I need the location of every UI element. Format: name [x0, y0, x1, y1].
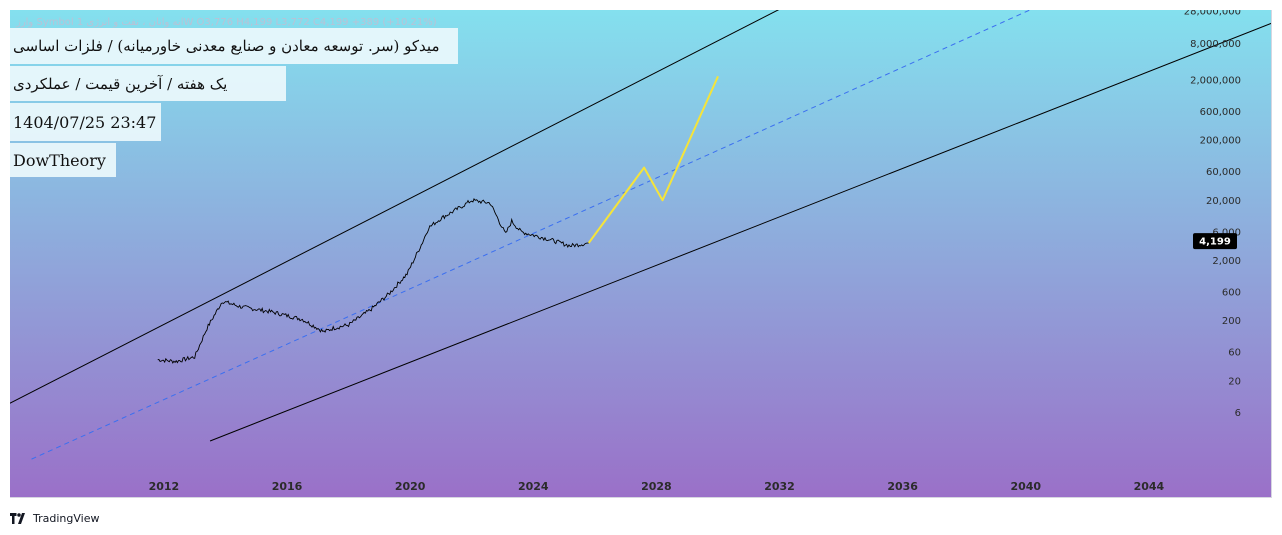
- price-axis-tick-label: 60: [1228, 348, 1241, 359]
- current-price-tag-label: 4,199: [1199, 237, 1231, 248]
- author-label: DowTheory: [10, 143, 116, 177]
- date-label: 1404/07/25 23:47: [10, 103, 161, 141]
- price-axis-tick-label: 28,000,000: [1184, 10, 1241, 18]
- time-axis-tick-label: 2028: [641, 480, 672, 493]
- channel-upper-line: [10, 10, 780, 404]
- chart-area[interactable]: 28,000,000 8,000,000 2,000,000 600,000 200,0…: [10, 10, 1272, 498]
- ohlc-legend: ﻭﺍﺭﺯ Symbol ﺍﻧﻪ ﻭﺍﻧﺎﻥ ، ﻧﻔﺖ و ﺍﻧﺮﮊﯼ 1W O…: [16, 17, 437, 28]
- price-axis-tick-label: 6,000: [1212, 227, 1241, 238]
- time-axis-tick-label: 2040: [1010, 480, 1041, 493]
- time-axis-tick-label: 2012: [149, 480, 180, 493]
- price-axis-tick-label: 2,000,000: [1190, 75, 1241, 86]
- price-axis-tick-label: 8,000,000: [1190, 39, 1241, 50]
- price-axis-tick-label: 200,000: [1200, 136, 1241, 147]
- price-axis-tick-label: 6: [1235, 408, 1241, 419]
- time-axis-tick-label: 2020: [395, 480, 426, 493]
- price-axis-tick-label: 200: [1222, 316, 1241, 327]
- projection-path-line: [587, 75, 719, 244]
- tradingview-branding[interactable]: TradingView: [10, 510, 99, 526]
- price-axis-tick-label: 20,000: [1206, 196, 1241, 207]
- price-axis-tick-label: 20: [1228, 376, 1241, 387]
- price-axis-tick-label: 60,000: [1206, 167, 1241, 178]
- tradingview-logo-icon: [10, 512, 25, 524]
- price-history-line: [157, 198, 589, 364]
- price-axis-tick-label: 600,000: [1200, 107, 1241, 118]
- price-axis-tick-label: 2,000: [1212, 256, 1241, 267]
- brand-name: TradingView: [33, 511, 100, 525]
- time-axis-tick-label: 2016: [272, 480, 303, 493]
- time-axis-tick-label: 2032: [764, 480, 795, 493]
- time-axis-tick-label: 2024: [518, 480, 549, 493]
- channel-mid-line: [31, 10, 1032, 460]
- time-axis-tick-label: 2044: [1134, 480, 1165, 493]
- current-price-tag: [1193, 233, 1237, 250]
- time-axis-tick-label: 2036: [887, 480, 918, 493]
- price-axis-tick-label: 600: [1222, 287, 1241, 298]
- subtitle-label: یک هفته / آخرین قیمت / عملکردی: [10, 66, 286, 101]
- channel-lower-line: [209, 22, 1271, 442]
- title-label: میدکو (سر. توسعه معادن و صنایع معدنی خاو…: [10, 28, 458, 64]
